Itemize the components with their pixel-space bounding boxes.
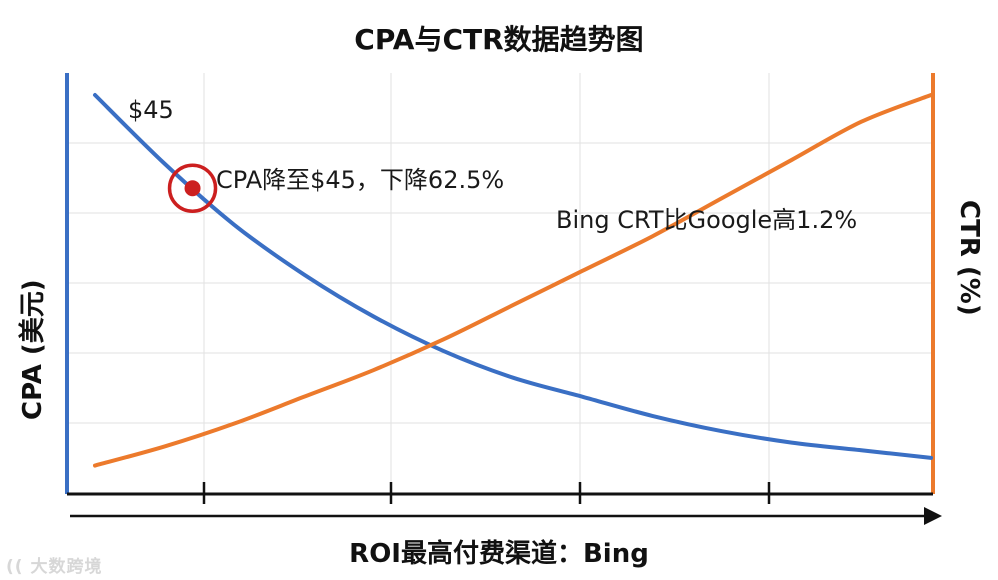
x-arrow-head [924, 507, 942, 525]
annotation-cpa-drop: CPA降至$45，下降62.5% [216, 166, 504, 194]
cpa-series-line [93, 93, 933, 460]
chart-title: CPA与CTR数据趋势图 [354, 23, 644, 56]
highlight-ring [167, 163, 218, 213]
watermark-logo: (( 大数跨境 [6, 557, 103, 577]
annotation-bing-ctr: Bing CRT比Google高1.2% [556, 206, 857, 234]
x-axis-label: ROI最高付费渠道：Bing [349, 539, 649, 569]
y-axis-right-label: CTR (%) [954, 200, 984, 316]
highlight-point [184, 180, 201, 197]
y-axis-left-label: CPA (美元) [18, 279, 48, 420]
annotation-a45: $45 [128, 96, 174, 124]
ctr-series-line [93, 93, 933, 468]
